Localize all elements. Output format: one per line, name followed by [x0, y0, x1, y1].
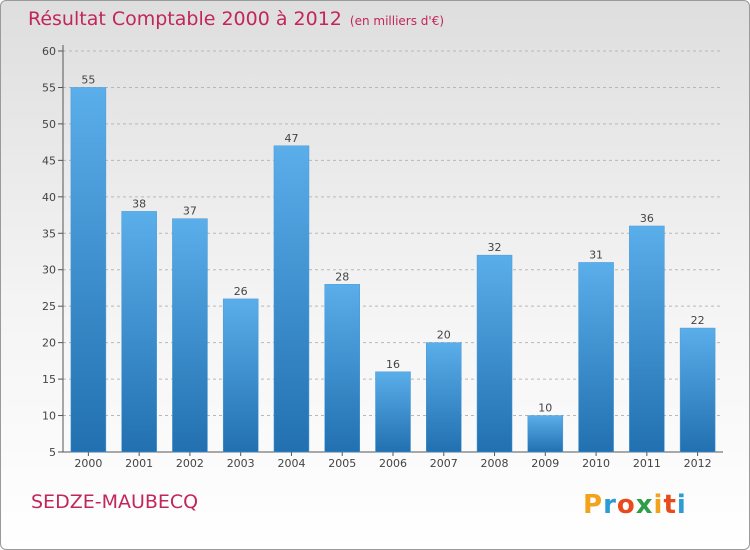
- y-tick-label: 60: [42, 45, 56, 58]
- x-tick-label: 2010: [582, 457, 610, 470]
- x-tick-label: 2005: [328, 457, 356, 470]
- chart-title: Résultat Comptable 2000 à 2012 (en millie…: [28, 8, 444, 30]
- proxiti-logo: Proxiti: [583, 490, 687, 520]
- bar: [527, 415, 564, 453]
- x-tick-label: 2004: [277, 457, 305, 470]
- y-tick-label: 45: [42, 154, 56, 167]
- bar: [172, 218, 208, 453]
- logo-letter: P: [583, 490, 604, 520]
- data-label: 38: [132, 197, 146, 210]
- data-label: 16: [386, 358, 400, 371]
- bar: [121, 211, 157, 453]
- logo-letter: o: [616, 490, 636, 520]
- commune-name: SEDZE-MAUBECQ: [31, 491, 199, 513]
- logo-letter: x: [635, 490, 654, 520]
- x-tick-label: 2001: [125, 457, 153, 470]
- x-tick-label: 2002: [176, 457, 204, 470]
- y-tick-label: 55: [42, 81, 56, 94]
- x-tick-label: 2006: [379, 457, 407, 470]
- data-label: 10: [538, 402, 552, 415]
- y-tick-label: 5: [49, 446, 56, 459]
- data-label: 28: [335, 270, 349, 283]
- logo-letter: i: [676, 490, 687, 520]
- chart-title-main: Résultat Comptable 2000 à 2012: [28, 8, 342, 30]
- y-tick-label: 25: [42, 300, 56, 313]
- logo-letter: r: [603, 490, 617, 520]
- y-tick-label: 50: [42, 118, 56, 131]
- logo-letter: t: [663, 490, 677, 520]
- chart-title-unit: (en milliers d'€): [349, 14, 445, 28]
- x-tick-label: 2009: [531, 457, 559, 470]
- bar: [375, 371, 411, 453]
- data-label: 55: [81, 73, 95, 86]
- bar: [426, 342, 462, 453]
- data-label: 22: [691, 314, 705, 327]
- bar: [476, 254, 513, 453]
- y-tick-label: 15: [42, 373, 56, 386]
- data-label: 31: [589, 248, 603, 261]
- data-label: 37: [183, 205, 197, 218]
- data-label: 20: [437, 329, 451, 342]
- bar: [578, 262, 614, 453]
- axes: 5 10 15 20 25 30 35 40 45 50 55 60: [42, 45, 723, 459]
- logo-letter: i: [653, 490, 664, 520]
- data-label: 36: [640, 212, 654, 225]
- bar: [629, 225, 665, 453]
- data-label: 26: [234, 285, 248, 298]
- bar: [273, 145, 310, 453]
- labels: 55 2000 38 2001 37 2002 26 2003 47 2004 28 2005 16 20…: [74, 73, 711, 470]
- bar: [324, 284, 360, 453]
- x-tick-label: 2008: [481, 457, 509, 470]
- bar: [679, 327, 716, 453]
- x-tick-label: 2000: [74, 457, 102, 470]
- y-tick-label: 35: [42, 227, 56, 240]
- bars: [70, 87, 716, 453]
- y-tick-label: 20: [42, 337, 56, 350]
- bar: [70, 87, 107, 453]
- y-tick-label: 30: [42, 264, 56, 277]
- data-label: 47: [284, 132, 298, 145]
- y-tick-label: 10: [42, 410, 56, 423]
- data-label: 32: [488, 241, 502, 254]
- x-tick-label: 2003: [227, 457, 255, 470]
- bar: [222, 298, 259, 453]
- x-tick-label: 2007: [430, 457, 458, 470]
- y-tick-label: 40: [42, 191, 56, 204]
- x-tick-label: 2011: [633, 457, 661, 470]
- x-tick-label: 2012: [684, 457, 712, 470]
